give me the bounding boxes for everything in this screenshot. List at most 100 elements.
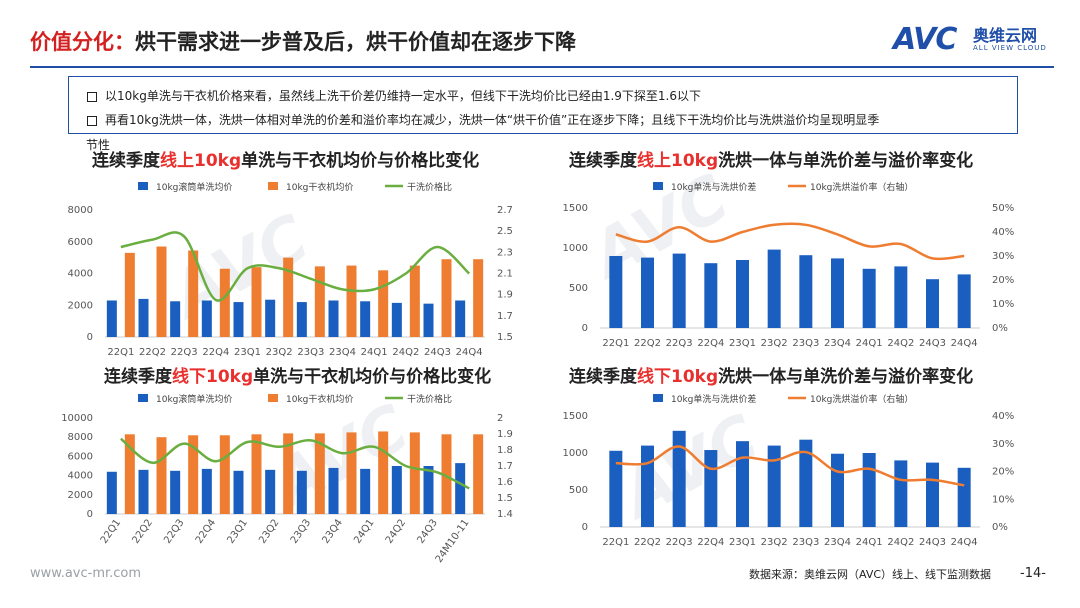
bar	[862, 453, 876, 527]
bar	[609, 450, 623, 527]
bar	[831, 453, 844, 527]
bar	[862, 268, 876, 328]
x-tick-label: 24Q3	[415, 517, 439, 545]
y2-tick-label: 1.5	[497, 493, 513, 504]
summary-text: 以10kg单洗与干衣机价格来看，虽然线上洗干价差仍维持一定水平，但线下干洗均价比…	[105, 89, 702, 103]
x-tick-label: 23Q2	[761, 338, 788, 349]
header-divider	[30, 66, 1054, 68]
bar	[831, 258, 844, 328]
y-tick-label: 0	[582, 522, 588, 533]
bar	[124, 252, 135, 337]
bar	[957, 274, 971, 328]
summary-overflow-text: 节性	[86, 138, 111, 152]
x-tick-label: 22Q1	[602, 338, 629, 349]
x-tick-label: 22Q4	[697, 338, 724, 349]
bar	[441, 259, 452, 337]
x-tick-label: 24Q1	[352, 517, 376, 545]
y2-tick-label: 0%	[992, 323, 1008, 334]
bar	[283, 433, 294, 514]
y-tick-label: 1500	[563, 411, 588, 422]
y2-tick-label: 1.9	[497, 290, 513, 301]
bar	[346, 432, 357, 514]
x-tick-label: 22Q2	[634, 537, 661, 548]
x-tick-label: 23Q2	[761, 537, 788, 548]
bar	[106, 471, 117, 514]
x-tick-label: 22Q3	[171, 347, 198, 358]
legend-swatch-bar	[653, 182, 663, 190]
logo-cn: 奥维云网	[973, 26, 1038, 45]
y2-tick-label: 20%	[992, 275, 1014, 286]
bar	[251, 434, 262, 514]
legend-swatch-bar	[138, 182, 148, 190]
x-tick-label: 24Q2	[392, 347, 419, 358]
bar	[672, 430, 686, 527]
x-tick-label: 24Q4	[951, 338, 978, 349]
bar	[170, 470, 181, 514]
x-tick-label: 23Q3	[792, 338, 819, 349]
bar	[106, 300, 117, 337]
y-tick-label: 4000	[68, 471, 93, 482]
x-tick-label: 23Q1	[225, 517, 249, 545]
bar	[441, 434, 452, 514]
x-tick-label: 22Q1	[107, 347, 134, 358]
chart-title-online-dryer: 连续季度线上10kg单洗与干衣机均价与价格比变化	[92, 151, 480, 171]
bar	[251, 267, 262, 337]
bar	[328, 467, 339, 514]
series-line	[615, 445, 965, 487]
y-tick-label: 500	[569, 283, 588, 294]
bar	[609, 256, 623, 328]
bar	[409, 432, 420, 514]
bar	[201, 468, 212, 514]
y2-tick-label: 40%	[992, 411, 1014, 422]
bar	[233, 302, 244, 337]
x-tick-label: 23Q4	[824, 537, 851, 548]
series-line	[615, 222, 965, 261]
y-tick-label: 6000	[68, 451, 93, 462]
y2-tick-label: 2.3	[497, 247, 513, 258]
bar	[156, 437, 167, 514]
bar	[296, 302, 307, 337]
legend-swatch-bar	[268, 182, 278, 190]
page-title-highlight: 价值分化：	[30, 30, 135, 54]
y-tick-label: 1500	[563, 203, 588, 214]
bar	[156, 246, 167, 337]
y-tick-label: 6000	[68, 237, 93, 248]
bar	[799, 255, 813, 328]
y2-tick-label: 2.1	[497, 269, 513, 280]
checkbox-bullet-icon	[87, 91, 97, 102]
x-tick-label: 22Q4	[697, 537, 724, 548]
bar	[641, 445, 654, 527]
x-tick-label: 24Q2	[384, 517, 408, 545]
x-tick-label: 22Q4	[202, 347, 229, 358]
bar	[391, 302, 402, 337]
bar	[360, 301, 371, 337]
y2-tick-label: 1.9	[497, 429, 513, 440]
avc-logo: AVC 奥维云网 ALL VIEW CLOUD	[893, 20, 1063, 60]
y2-tick-label: 10%	[992, 299, 1014, 310]
legend-label: 10kg单洗与洗烘价差	[671, 181, 756, 193]
bar	[455, 300, 466, 337]
bar	[219, 268, 230, 337]
bar	[138, 469, 149, 514]
y2-tick-label: 40%	[992, 227, 1014, 238]
y2-tick-label: 30%	[992, 439, 1014, 450]
y2-tick-label: 0%	[992, 522, 1008, 533]
bar	[423, 303, 434, 337]
series-line	[120, 437, 470, 490]
page-title-main: 烘干需求进一步普及后，烘干价值却在逐步下降	[135, 30, 576, 54]
x-tick-label: 23Q1	[729, 338, 756, 349]
y-tick-label: 2000	[68, 300, 93, 311]
y-tick-label: 10000	[61, 413, 93, 424]
x-tick-label: 22Q2	[634, 338, 661, 349]
y-tick-label: 1000	[563, 243, 588, 254]
y-tick-label: 1000	[563, 448, 588, 459]
summary-item: 再看10kg洗烘一体，洗烘一体相对单洗的价差和溢价率均在减少，洗烘一体“烘干价值…	[87, 111, 879, 128]
x-tick-label: 23Q3	[297, 347, 324, 358]
legend-label: 10kg滚筒单洗均价	[156, 181, 232, 193]
y-tick-label: 8000	[68, 432, 93, 443]
x-tick-label: 22Q3	[162, 517, 186, 545]
y2-tick-label: 1.4	[497, 509, 513, 520]
logo-en: ALL VIEW CLOUD	[973, 44, 1047, 52]
chart-offline-combo: 10kg单洗与洗烘价差 10kg洗烘溢价率（右轴） 0 500 1000 1500 0% 10…	[563, 393, 1015, 548]
x-tick-label: 23Q3	[792, 537, 819, 548]
